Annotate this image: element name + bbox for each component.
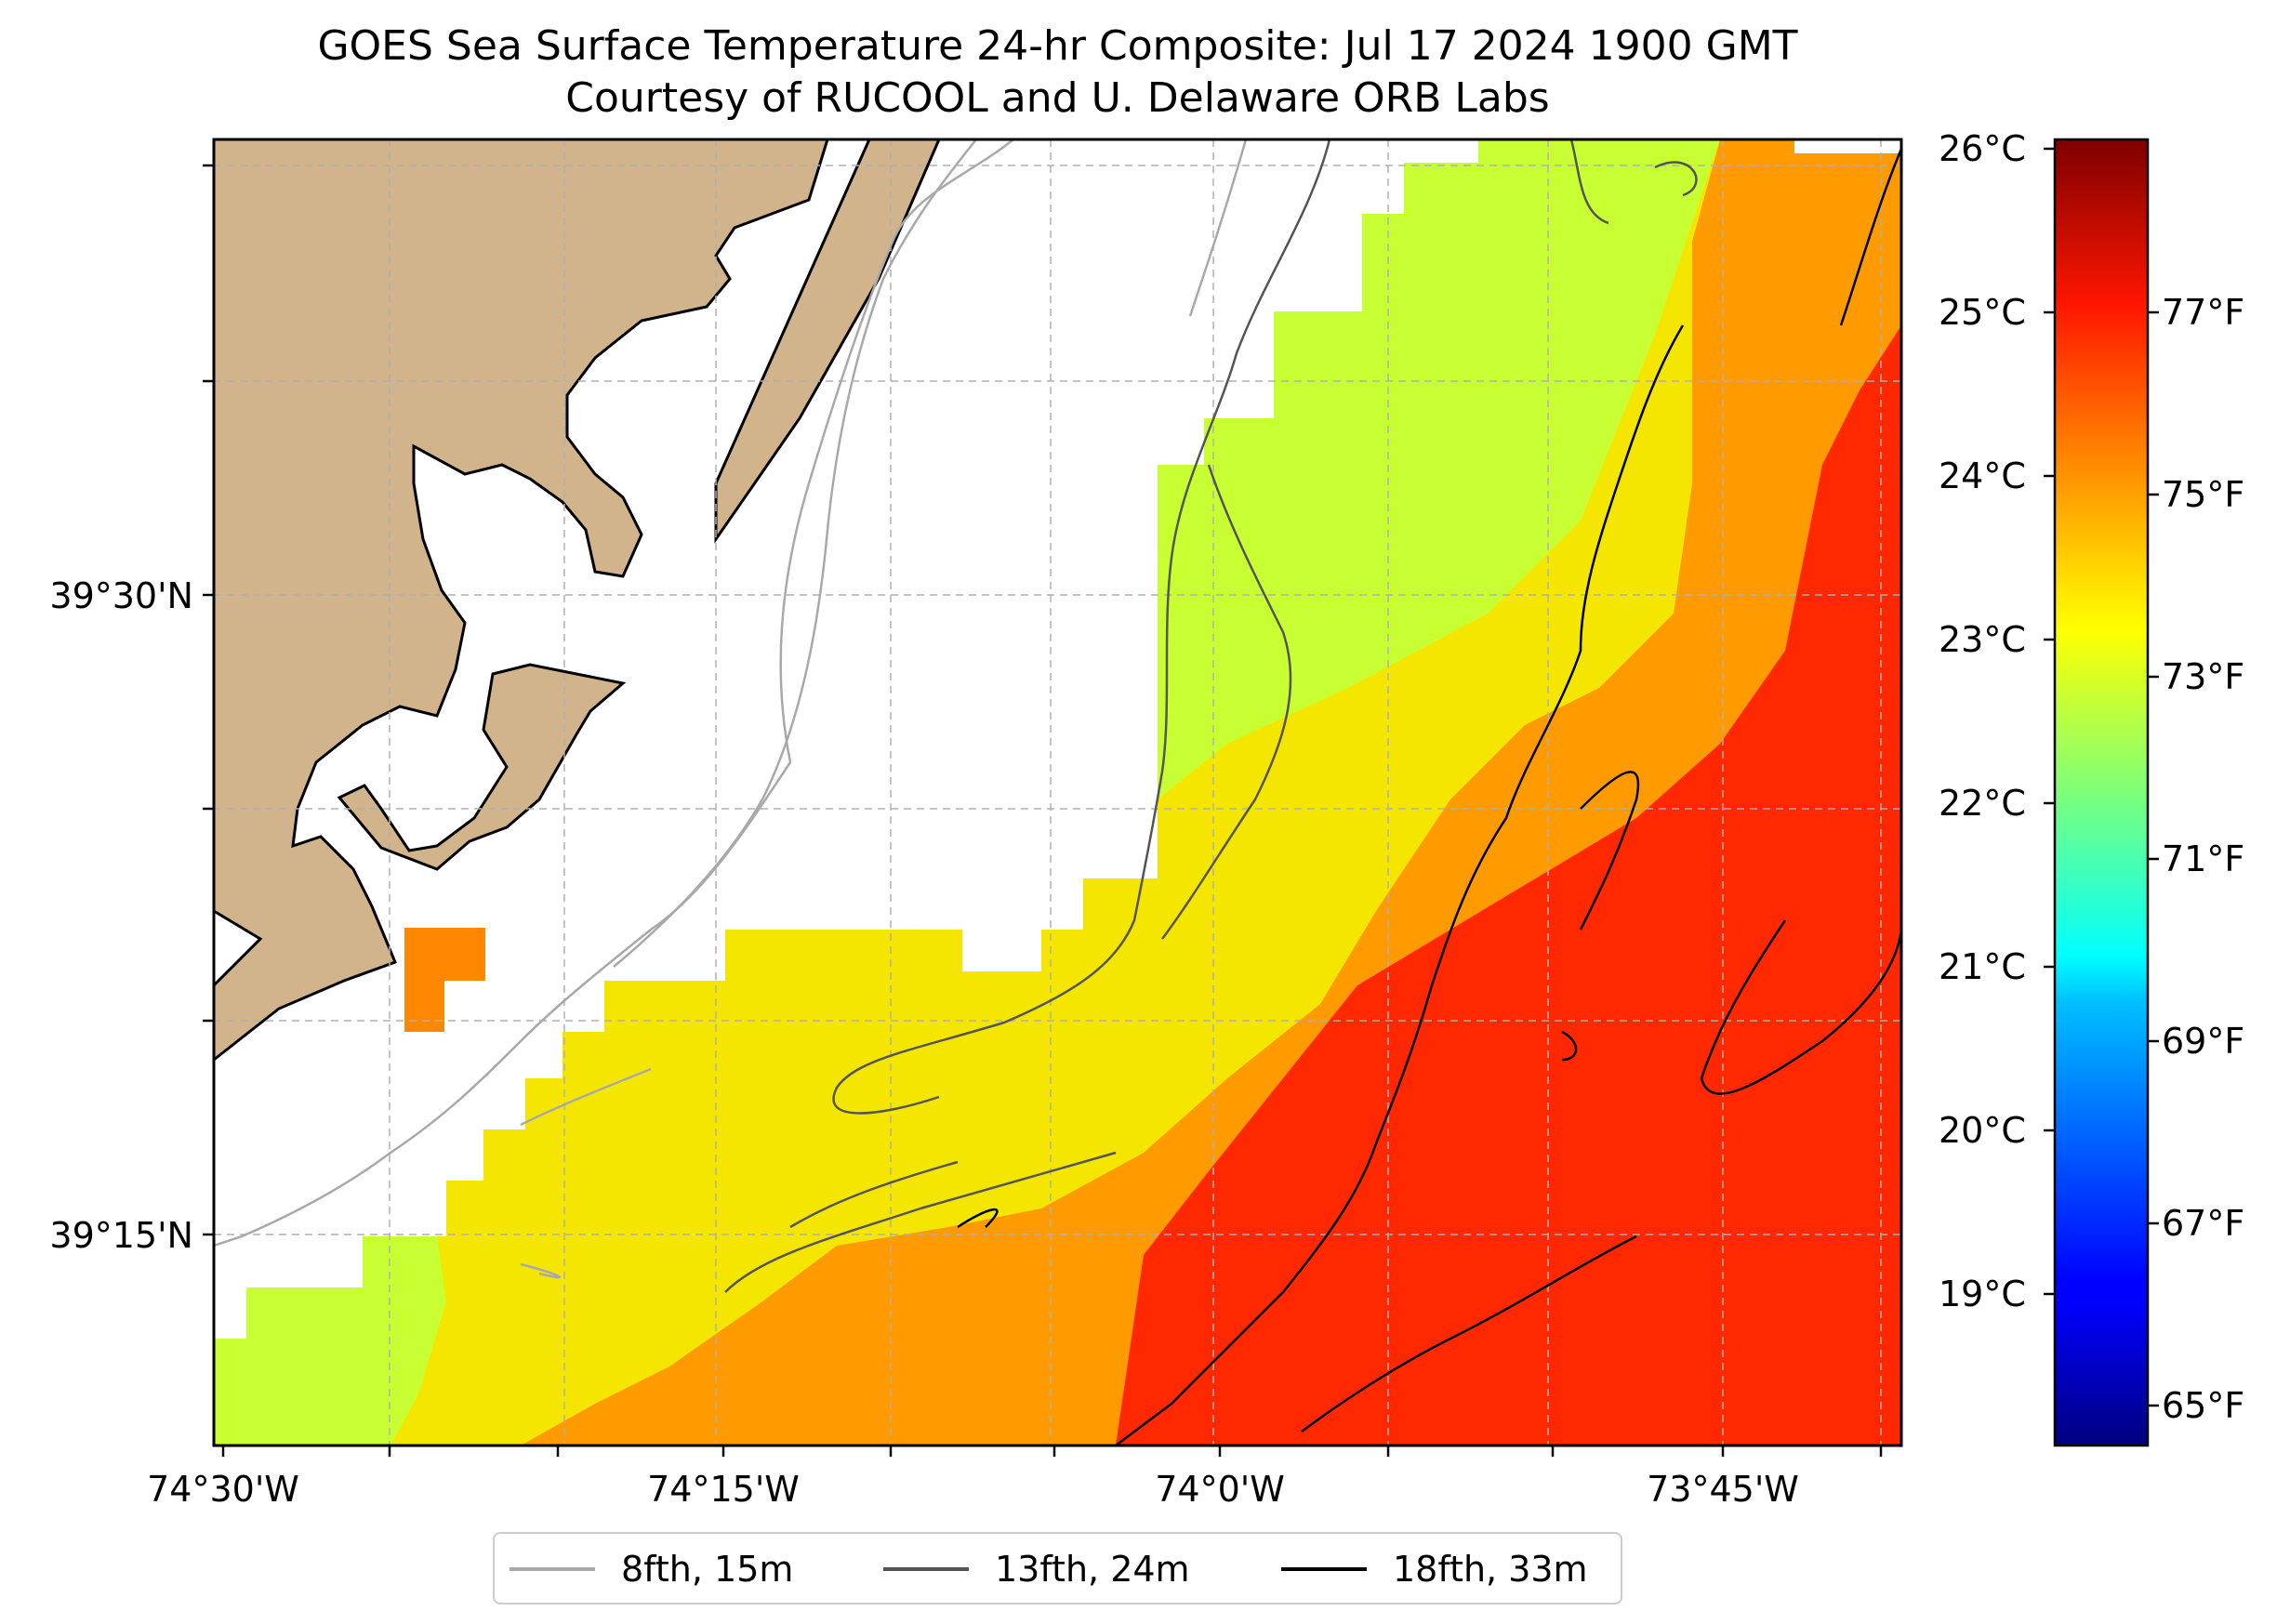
x-tick-label: 74°0'W: [1155, 1469, 1285, 1510]
y-tick-label: 39°30'N: [49, 575, 193, 616]
legend-label: 8fth, 15m: [621, 1549, 794, 1590]
sst-field: [214, 139, 1901, 1446]
legend-swatch: [1281, 1567, 1367, 1571]
legend-label: 18fth, 33m: [1393, 1549, 1588, 1590]
colorbar-fahrenheit-label: 65°F: [2162, 1385, 2245, 1426]
colorbar-celsius-label: 21°C: [1939, 946, 2026, 987]
colorbar-celsius-label: 23°C: [1939, 619, 2026, 660]
colorbar-fahrenheit-label: 67°F: [2162, 1203, 2245, 1244]
sst-cool-region: [1158, 139, 1720, 878]
colorbar-fahrenheit-label: 71°F: [2162, 838, 2245, 879]
contour-legend: 8fth, 15m 13fth, 24m 18fth, 33m: [493, 1532, 1622, 1604]
barrier-island-south: [337, 663, 627, 871]
sst-cool-south-corner: [214, 1236, 446, 1446]
colorbar-fahrenheit-label: 73°F: [2162, 656, 2245, 697]
legend-label: 13fth, 24m: [995, 1549, 1190, 1590]
gridlines: [214, 139, 1901, 1446]
contour-18fth-33m: [957, 148, 1901, 1446]
sst-isolated-warm-pixel: [404, 928, 485, 1032]
colorbar-fahrenheit-label: 75°F: [2162, 474, 2245, 515]
map-title: GOES Sea Surface Temperature 24-hr Compo…: [317, 22, 1798, 70]
colorbar-fahrenheit-label: 69°F: [2162, 1021, 2245, 1062]
colorbar: [2053, 138, 2150, 1447]
colorbar-fahrenheit-label: 77°F: [2162, 292, 2245, 333]
contour-13fth-24m: [724, 139, 1698, 1293]
map-frame: [212, 138, 1903, 1447]
sst-warmest-region: [1116, 325, 1901, 1446]
colorbar-celsius-label: 20°C: [1939, 1110, 2026, 1151]
colorbar-celsius-label: 24°C: [1939, 456, 2026, 496]
y-tick-label: 39°15'N: [49, 1215, 193, 1256]
colorbar-ticks: [2044, 147, 2159, 1407]
colorbar-celsius-label: 26°C: [1939, 128, 2026, 169]
new-jersey-coast-land: [214, 139, 829, 1062]
colorbar-celsius-label: 25°C: [1939, 292, 2026, 333]
x-tick-label: 74°30'W: [147, 1469, 299, 1510]
axis-ticks: [203, 164, 1883, 1457]
x-tick-label: 73°45'W: [1647, 1469, 1799, 1510]
legend-swatch: [883, 1567, 969, 1571]
contour-8fth-15m: [214, 139, 1248, 1279]
colorbar-celsius-label: 22°C: [1939, 783, 2026, 824]
x-tick-label: 74°15'W: [647, 1469, 800, 1510]
legend-swatch: [510, 1567, 595, 1571]
colorbar-celsius-label: 19°C: [1939, 1274, 2026, 1314]
map-subtitle: Courtesy of RUCOOL and U. Delaware ORB L…: [565, 74, 1550, 122]
